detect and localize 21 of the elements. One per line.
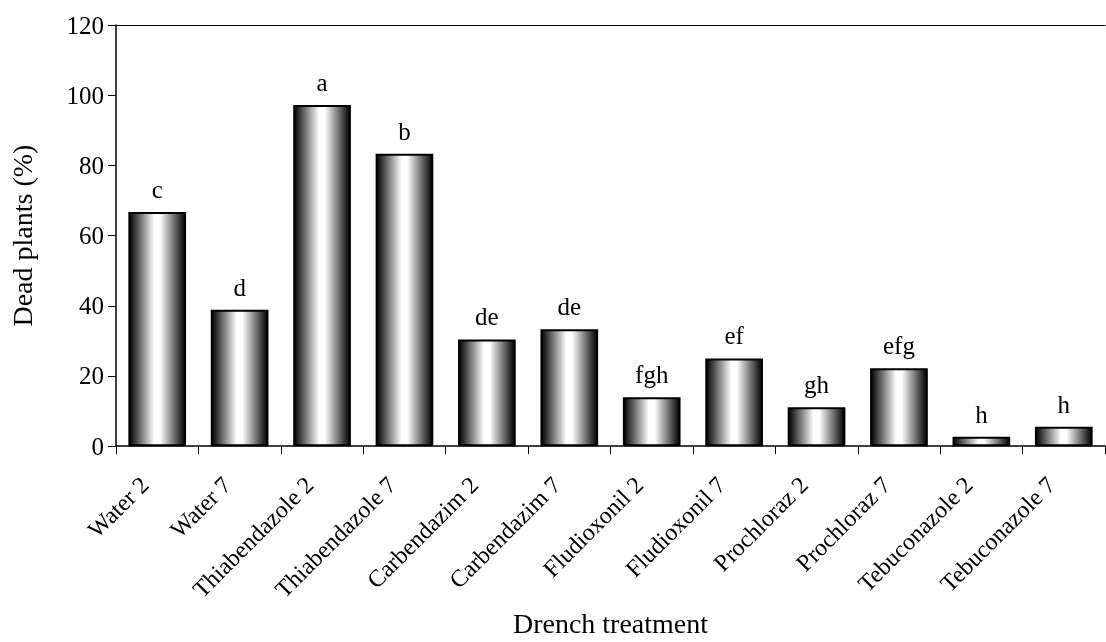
annotation: de [557,293,582,321]
y-tick-label: 120 [66,11,104,39]
x-axis-title: Drench treatment [512,607,709,639]
annotation: d [233,273,247,301]
annotation: efg [883,332,916,360]
annotation: ef [724,322,745,350]
annotation: gh [804,371,830,399]
y-tick-label: 60 [79,222,104,250]
y-tick-label: 0 [91,432,104,460]
y-tick-label: 100 [66,81,104,109]
annotation: h [975,400,989,428]
annotation: fgh [635,361,669,389]
annotation: b [398,117,411,145]
y-tick-label: 20 [79,362,104,390]
y-tick-label: 80 [79,151,104,179]
y-axis-title: Dead plants (%) [6,144,38,327]
annotation: a [316,69,328,97]
annotation: h [1057,390,1071,418]
annotation: c [151,176,163,204]
y-tick-label: 40 [79,292,104,320]
annotation: de [475,303,499,331]
